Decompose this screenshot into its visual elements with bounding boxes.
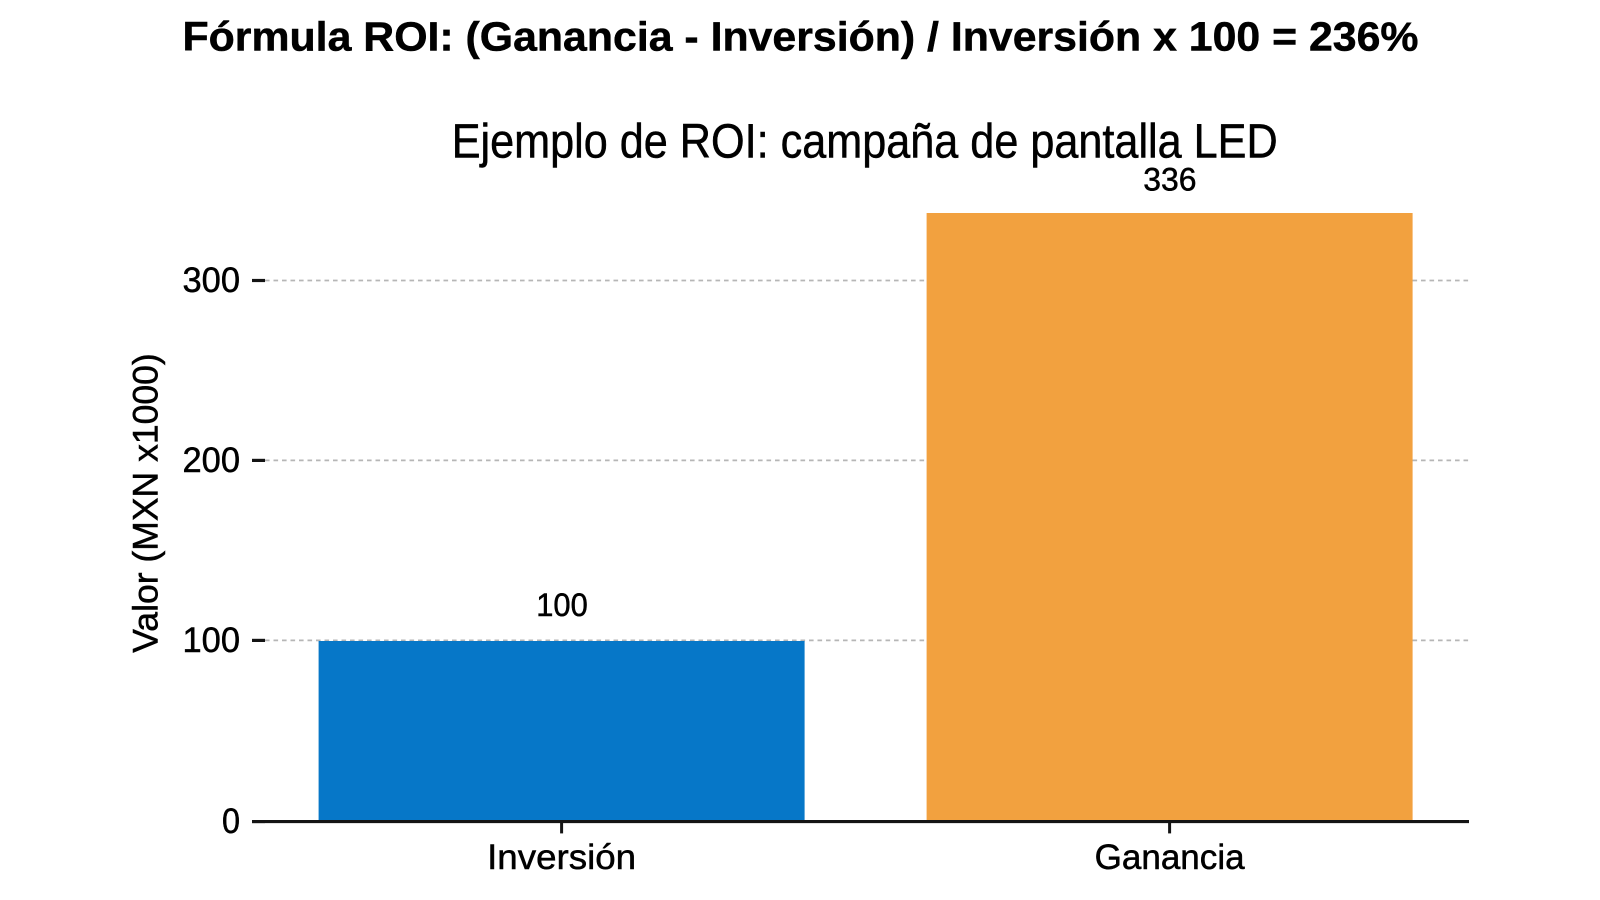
svg-text:200: 200 xyxy=(183,441,241,480)
svg-text:100: 100 xyxy=(536,587,588,623)
svg-text:0: 0 xyxy=(222,802,240,841)
svg-text:336: 336 xyxy=(1143,161,1196,197)
svg-text:300: 300 xyxy=(183,261,241,300)
svg-text:100: 100 xyxy=(183,621,241,660)
svg-text:Inversión: Inversión xyxy=(487,838,636,877)
svg-text:Ganancia: Ganancia xyxy=(1095,838,1246,877)
svg-text:Ejemplo de ROI: campaña de pan: Ejemplo de ROI: campaña de pantalla LED xyxy=(452,114,1278,168)
svg-text:Valor (MXN x1000): Valor (MXN x1000) xyxy=(126,353,166,653)
svg-text:Fórmula ROI: (Ganancia - Inver: Fórmula ROI: (Ganancia - Inversión) / In… xyxy=(183,14,1419,60)
